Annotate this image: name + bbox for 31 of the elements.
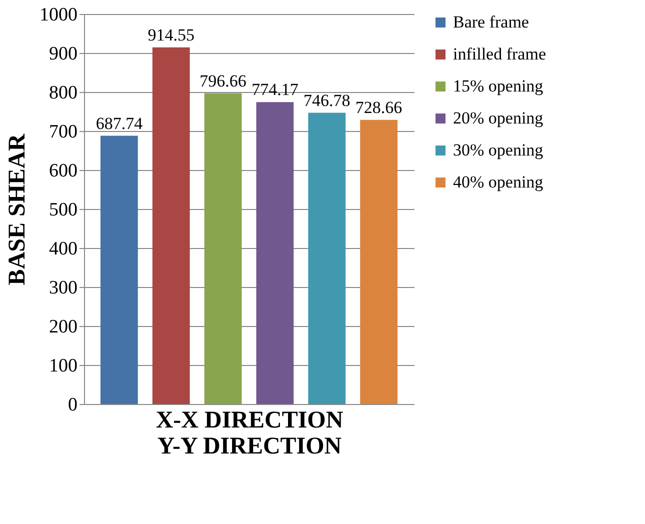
data-label: 728.66	[355, 98, 402, 117]
y-tick-label: 0	[68, 394, 78, 416]
y-tick-label: 800	[49, 82, 78, 104]
y-tick-label: 1000	[40, 4, 78, 26]
y-tick-label: 200	[49, 316, 78, 338]
legend-label: 40% opening	[453, 172, 544, 192]
y-tick-label: 300	[49, 278, 78, 298]
legend-label: 15% opening	[453, 76, 544, 96]
y-tick-label: 100	[49, 356, 78, 376]
y-tick-label: 600	[49, 160, 78, 182]
bar	[308, 112, 346, 404]
y-tick-label: 700	[49, 122, 78, 142]
data-label: 796.66	[200, 71, 246, 90]
legend-label: 30% opening	[453, 140, 544, 160]
bar	[256, 102, 294, 404]
bar	[360, 120, 398, 404]
bar	[204, 93, 242, 404]
bar	[152, 47, 190, 404]
x-axis-title: X-X DIRECTION Y-Y DIRECTION	[156, 408, 344, 460]
bar	[100, 136, 138, 404]
data-label: 746.78	[304, 90, 350, 110]
y-tick-label: 400	[49, 238, 78, 260]
data-label: 774.17	[252, 80, 299, 100]
legend-label: 20% opening	[453, 108, 544, 128]
data-label: 687.74	[96, 114, 144, 133]
y-tick-label: 900	[49, 44, 78, 64]
legend-label: Bare frame	[453, 12, 529, 32]
legend-label: infilled frame	[453, 44, 546, 64]
data-label: 914.55	[148, 25, 194, 44]
y-axis-title: BASE SHEAR	[4, 133, 30, 286]
y-tick-label: 500	[49, 200, 78, 220]
